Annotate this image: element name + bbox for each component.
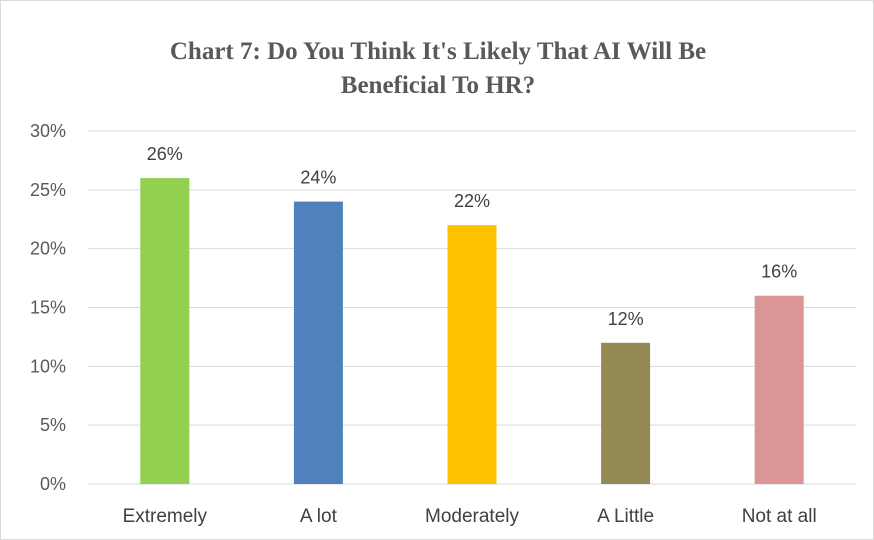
x-category-label: Moderately xyxy=(425,506,519,527)
data-label: 26% xyxy=(147,144,183,164)
bar xyxy=(601,342,651,484)
y-tick-label: 20% xyxy=(30,239,66,259)
x-category-label: A Little xyxy=(597,506,654,527)
y-tick-label: 25% xyxy=(30,180,66,200)
bar xyxy=(754,295,804,484)
y-tick-label: 10% xyxy=(30,356,66,376)
chart-title-line-1: Chart 7: Do You Think It's Likely That A… xyxy=(169,38,707,65)
x-category-label: Not at all xyxy=(742,506,817,527)
chart-title-line-2: Beneficial To HR? xyxy=(340,72,536,99)
data-label: 16% xyxy=(761,262,797,282)
chart-title: Chart 7: Do You Think It's Likely That A… xyxy=(1,35,874,103)
y-tick-label: 15% xyxy=(30,298,66,318)
bar xyxy=(140,178,190,485)
y-tick-label: 5% xyxy=(40,415,66,435)
x-category-label: A lot xyxy=(300,506,338,527)
bar xyxy=(293,201,343,484)
data-label: 24% xyxy=(300,168,336,188)
data-label: 12% xyxy=(608,309,644,329)
bar xyxy=(447,225,497,484)
y-tick-label: 30% xyxy=(30,121,66,141)
data-label: 22% xyxy=(454,191,490,211)
x-category-label: Extremely xyxy=(123,506,208,527)
y-tick-label: 0% xyxy=(40,474,66,494)
